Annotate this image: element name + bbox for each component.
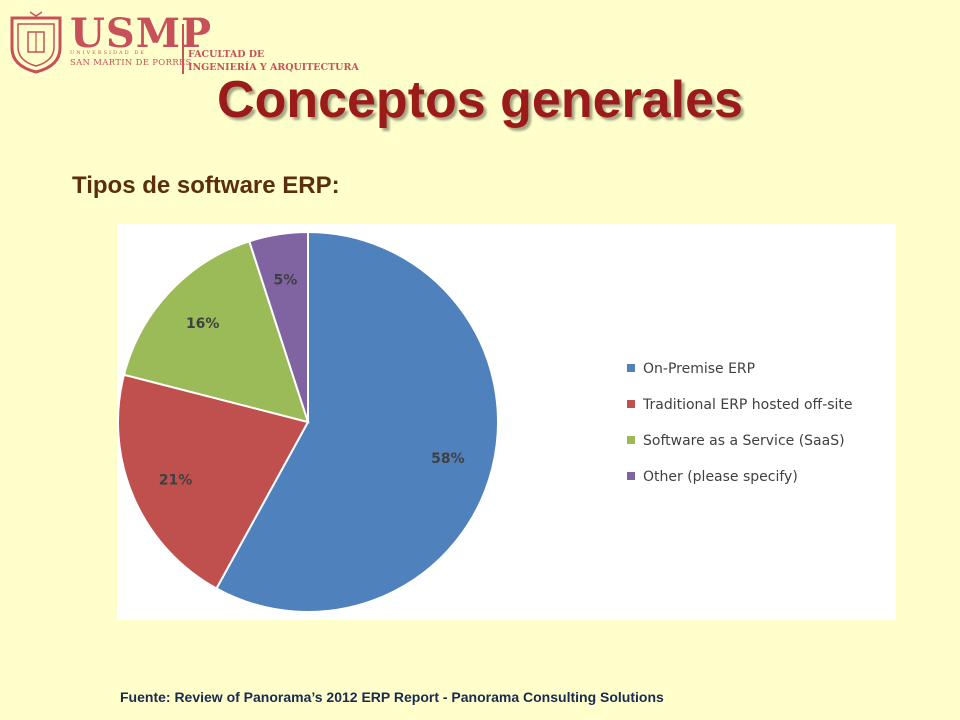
logo-faculty: FACULTAD DE INGENIERÍA Y ARQUITECTURA: [188, 48, 359, 74]
legend-label-software-as-a-service-saas: Software as a Service (SaaS): [643, 433, 845, 449]
usmp-logo: USMP UNIVERSIDAD DE SAN MARTIN DE PORRES…: [8, 10, 368, 74]
pie-slice-software-as-a-service-saas: [122, 240, 310, 424]
pie-slice-traditional-erp-hosted-off-site: [117, 373, 310, 590]
legend-label-on-premise-erp: On-Premise ERP: [643, 361, 755, 377]
pie-data-label-on-premise-erp: 58%: [431, 451, 465, 467]
legend-swatch-on-premise-erp: [627, 364, 635, 372]
source-footer: Fuente: Review of Panorama’s 2012 ERP Re…: [120, 689, 664, 705]
slide-subtitle: Tipos de software ERP:: [72, 172, 340, 199]
logo-faculty-line1: FACULTAD DE: [188, 49, 265, 60]
pie-data-label-traditional-erp-hosted-off-site: 21%: [159, 472, 193, 488]
legend-label-other-please-specify: Other (please specify): [643, 469, 798, 485]
pie-chart: 58% 21% 16% 5% On-Premise ERP Traditional ERP…: [117, 230, 853, 613]
pie-data-label-other-please-specify: 5%: [274, 272, 298, 288]
legend-swatch-software-as-a-service-saas: [627, 436, 635, 444]
logo-campus-top: UNIVERSIDAD DE: [70, 50, 146, 56]
legend-label-traditional-erp-hosted-off-site: Traditional ERP hosted off-site: [642, 397, 853, 413]
logo-faculty-line2: INGENIERÍA Y ARQUITECTURA: [188, 62, 359, 73]
pie-chart-panel: 58% 21% 16% 5% On-Premise ERP Traditional ERP…: [117, 224, 896, 620]
slide-title: Conceptos generales: [217, 71, 743, 129]
logo-campus: SAN MARTIN DE PORRES: [70, 58, 192, 68]
logo-divider: [182, 24, 184, 74]
legend-swatch-traditional-erp-hosted-off-site: [627, 400, 635, 408]
pie-slice-other-please-specify: [248, 230, 309, 423]
university-seal-icon: [10, 11, 62, 74]
pie-slice-on-premise-erp: [215, 230, 499, 613]
legend-swatch-other-please-specify: [627, 472, 635, 480]
logo-brand: USMP: [70, 10, 213, 57]
pie-data-label-software-as-a-service-saas: 16%: [186, 316, 220, 332]
